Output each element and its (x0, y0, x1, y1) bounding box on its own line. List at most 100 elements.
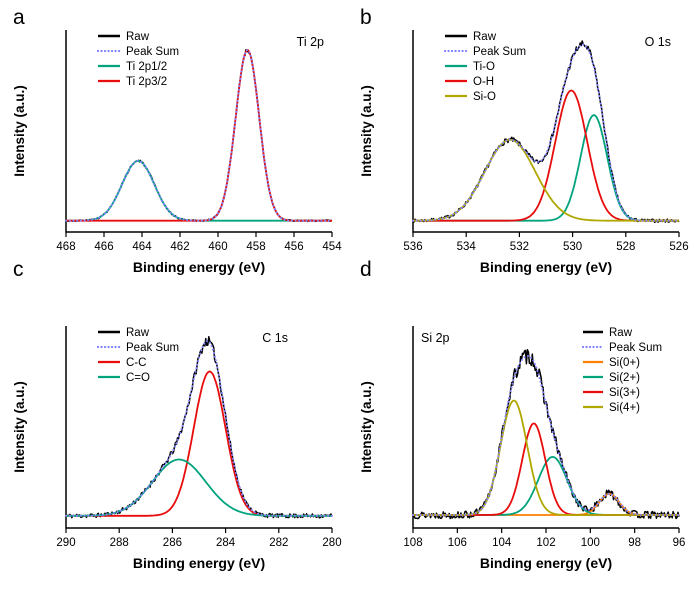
legend-label-si-3: Si(3+) (609, 387, 640, 399)
x-tick-label: 286 (163, 537, 182, 549)
chart-title: Ti 2p (297, 35, 324, 49)
x-tick-label: 284 (216, 537, 236, 549)
axes (65, 30, 332, 233)
legend-item: Peak Sum (581, 342, 662, 354)
x-tick-label: 460 (208, 241, 227, 253)
legend-item: Raw (583, 327, 633, 339)
legend-item: O-H (445, 76, 494, 88)
legend-label-si-2: Si(2+) (609, 372, 640, 384)
series-peak-sum (412, 354, 680, 516)
series-c-o (66, 458, 332, 517)
legend-label-raw: Raw (609, 327, 633, 339)
legend-label-peak-sum: Peak Sum (126, 46, 179, 58)
x-axis-label: Binding energy (eV) (480, 259, 612, 275)
series-peak-sum (65, 340, 333, 517)
legend-label-raw: Raw (473, 31, 497, 43)
x-tick-label: 456 (284, 241, 303, 253)
legend-item: Ti 2p3/2 (98, 76, 167, 88)
x-tick-label: 458 (246, 241, 265, 253)
x-tick-label: 98 (628, 537, 641, 549)
series-raw (65, 48, 333, 223)
panel-label-a: a (13, 6, 25, 29)
legend-label-c-c: C-C (126, 357, 146, 369)
legend-label-o-h: O-H (473, 76, 494, 88)
legend-item: Peak Sum (96, 342, 179, 354)
series-c-c (66, 370, 332, 517)
x-axis-label: Binding energy (eV) (133, 555, 265, 571)
chart-c1s: 290 288 286 284 282 280 Binding energy (eV) Int… (12, 326, 342, 571)
chart-si2p: 108 106 104 102 100 98 96 Binding energy (eV) In… (359, 326, 686, 571)
series-si-3 (413, 422, 679, 516)
series-ti-2p1-2 (66, 159, 332, 222)
y-axis-label: Intensity (a.u.) (359, 85, 374, 177)
x-tick-label: 290 (56, 537, 75, 549)
x-tick-label: 282 (269, 537, 288, 549)
legend-label-si-o: Si-O (473, 91, 496, 103)
x-tick-label: 532 (510, 241, 529, 253)
chart-ti2p: 468 466 464 462 460 458 456 454 Binding energy (… (12, 30, 342, 275)
x-tick-label: 104 (492, 537, 512, 549)
legend-label-raw: Raw (126, 327, 150, 339)
legend-item: Raw (98, 327, 150, 339)
axes (412, 30, 679, 233)
legend-label-c-o: C=O (126, 372, 150, 384)
series-si-o (413, 138, 679, 222)
legend-label-peak-sum: Peak Sum (473, 46, 526, 58)
series-peak-sum (65, 49, 333, 222)
chart-o1s: 536 534 532 530 528 526 Binding energy (eV) Int… (359, 30, 689, 275)
legend-item: Si-O (445, 91, 496, 103)
panel-label-d: d (360, 258, 372, 281)
series-si-0 (413, 493, 679, 516)
series-si-4 (413, 399, 679, 516)
x-axis-label: Binding energy (eV) (133, 259, 265, 275)
chart-title: Si 2p (421, 331, 450, 345)
x-tick-label: 526 (669, 241, 688, 253)
legend-item: Ti 2p1/2 (98, 61, 167, 73)
series-ti-o (413, 114, 679, 222)
x-tick-label: 528 (616, 241, 635, 253)
x-tick-label: 468 (56, 241, 75, 253)
x-tick-label: 466 (94, 241, 113, 253)
chart-title: O 1s (645, 35, 671, 49)
legend-item: Peak Sum (443, 46, 526, 58)
legend-item: Si(4+) (583, 402, 640, 414)
panel-c-c1s: 290 288 286 284 282 280 Binding energy (eV) Int… (0, 296, 347, 592)
series-raw (65, 335, 333, 519)
x-tick-label: 280 (322, 537, 341, 549)
x-tick-label: 100 (581, 537, 600, 549)
legend-item: C=O (98, 372, 150, 384)
legend-label-ti-o: Ti-O (473, 61, 495, 73)
legend-label-si-0: Si(0+) (609, 357, 640, 369)
x-tick-label: 102 (536, 537, 555, 549)
x-axis-label: Binding energy (eV) (480, 555, 612, 571)
legend-item: Ti-O (445, 61, 495, 73)
y-axis-label: Intensity (a.u.) (12, 381, 27, 473)
legend-item: Si(2+) (583, 372, 640, 384)
legend-label-peak-sum: Peak Sum (609, 342, 662, 354)
panel-label-c: c (13, 258, 24, 281)
x-tick-label: 454 (322, 241, 342, 253)
legend-item: Peak Sum (96, 46, 179, 58)
panel-b-o1s: 536 534 532 530 528 526 Binding energy (eV) Int… (347, 0, 694, 296)
legend-label-si-4: Si(4+) (609, 402, 640, 414)
series-peak-sum (412, 43, 680, 222)
x-tick-label: 106 (448, 537, 467, 549)
x-tick-label: 462 (170, 241, 189, 253)
x-tick-label: 530 (563, 241, 582, 253)
panel-label-b: b (360, 6, 372, 29)
legend-label-ti-2p1-2: Ti 2p1/2 (126, 61, 167, 73)
x-tick-label: 536 (403, 241, 422, 253)
legend-item: Raw (98, 31, 150, 43)
series-ti-2p3-2 (66, 49, 332, 222)
legend-item: Si(0+) (583, 357, 640, 369)
legend-label-ti-2p3-2: Ti 2p3/2 (126, 76, 167, 88)
legend-label-peak-sum: Peak Sum (126, 342, 179, 354)
legend-item: C-C (98, 357, 146, 369)
legend-label-raw: Raw (126, 31, 150, 43)
legend-item: Si(3+) (583, 387, 640, 399)
x-tick-label: 96 (673, 537, 686, 549)
x-tick-label: 534 (457, 241, 477, 253)
x-tick-label: 288 (110, 537, 129, 549)
x-tick-label: 464 (132, 241, 152, 253)
panel-a-ti2p: 468 466 464 462 460 458 456 454 Binding energy (… (0, 0, 347, 296)
